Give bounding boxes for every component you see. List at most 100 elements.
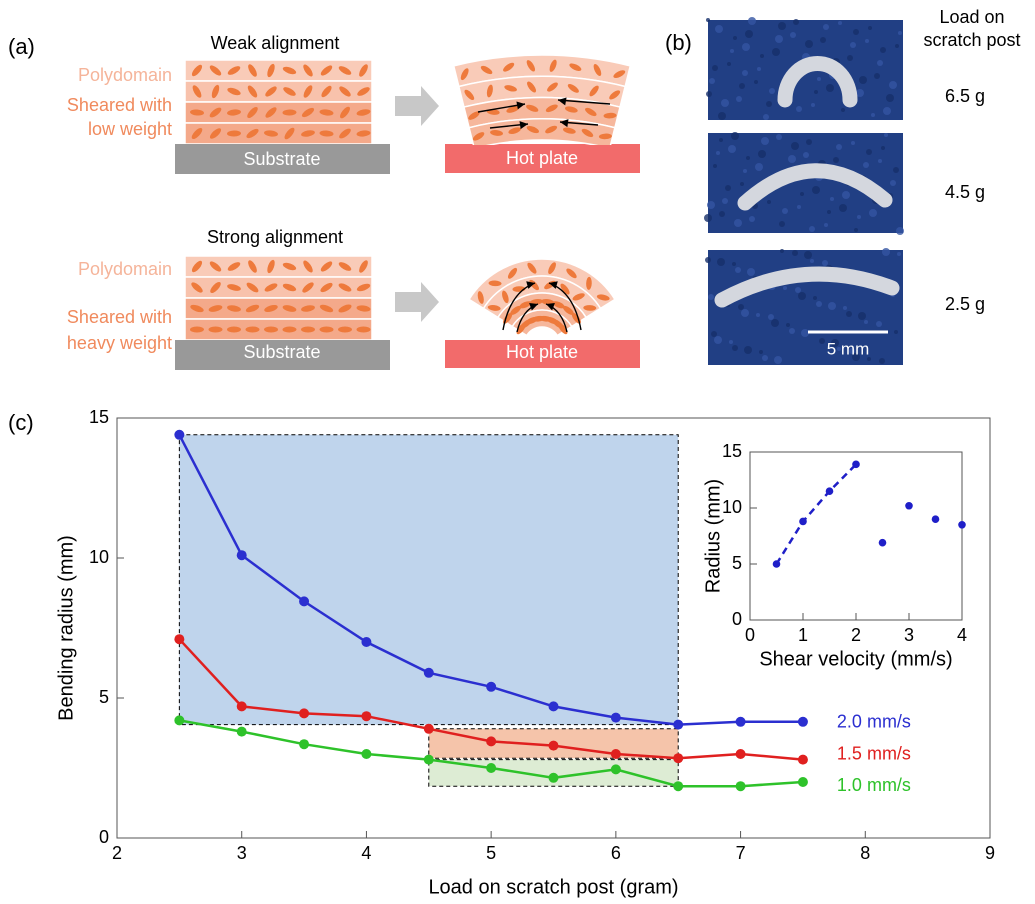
data-point xyxy=(611,764,621,774)
photo-texture xyxy=(882,248,890,256)
photo-texture xyxy=(816,301,822,307)
photo-texture xyxy=(796,106,802,112)
photo-texture xyxy=(863,162,869,168)
x-tick-label: 5 xyxy=(486,843,496,863)
photo-texture xyxy=(741,309,749,317)
diagram-title: Weak alignment xyxy=(211,33,340,53)
photo-header: scratch post xyxy=(923,30,1020,50)
photo-texture xyxy=(749,216,755,222)
photo-texture xyxy=(839,204,847,212)
photo-texture xyxy=(740,182,744,186)
photo-texture xyxy=(733,36,737,40)
photo-texture xyxy=(893,167,899,173)
photo-texture xyxy=(871,113,875,117)
photo-texture xyxy=(757,67,761,71)
y-tick-label: 15 xyxy=(722,441,742,461)
x-axis-label: Load on scratch post (gram) xyxy=(428,876,678,898)
layer-label: Polydomain xyxy=(78,259,172,279)
photo-texture xyxy=(729,340,733,344)
layer-label: Sheared with xyxy=(67,95,172,115)
photo-texture xyxy=(827,210,831,214)
data-point xyxy=(852,461,860,469)
photo-texture xyxy=(760,54,764,58)
photo-texture xyxy=(874,73,880,79)
x-tick-label: 8 xyxy=(860,843,870,863)
photo-texture xyxy=(711,331,717,337)
photo-texture xyxy=(719,138,723,142)
x-tick-label: 2 xyxy=(112,843,122,863)
x-tick-label: 1 xyxy=(798,625,808,645)
data-point xyxy=(486,682,496,692)
layer-label: low weight xyxy=(88,119,172,139)
photo-texture xyxy=(847,55,853,61)
photo-texture xyxy=(853,29,859,35)
background-layer xyxy=(704,17,904,365)
photo-texture xyxy=(714,336,722,344)
photo-texture xyxy=(898,31,902,35)
photo-texture xyxy=(742,70,748,76)
photo-texture xyxy=(762,355,768,361)
y-tick-label: 0 xyxy=(99,827,109,847)
data-point xyxy=(237,550,247,560)
data-point xyxy=(549,741,559,751)
photo-header: Load on xyxy=(939,7,1004,27)
data-point xyxy=(736,749,746,759)
photo-texture xyxy=(734,219,742,227)
panel-label: (b) xyxy=(665,30,692,55)
x-tick-label: 4 xyxy=(361,843,371,863)
photo-texture xyxy=(743,169,747,173)
photo-texture xyxy=(889,81,897,89)
photo-texture xyxy=(712,65,718,71)
data-point xyxy=(486,763,496,773)
data-point xyxy=(486,736,496,746)
photo-texture xyxy=(775,35,783,43)
photo-texture xyxy=(805,40,813,48)
data-point xyxy=(424,668,434,678)
photo-texture xyxy=(806,139,812,145)
photo-texture xyxy=(732,345,738,351)
process-arrow xyxy=(395,282,439,322)
photo-texture xyxy=(706,91,712,97)
photo-texture xyxy=(828,302,836,310)
series-label: 1.0 mm/s xyxy=(837,775,911,795)
photo-texture xyxy=(858,312,866,320)
photo-texture xyxy=(759,350,763,354)
photo-texture xyxy=(838,21,842,25)
photo-texture xyxy=(822,260,828,266)
x-tick-label: 0 xyxy=(745,625,755,645)
photo-texture xyxy=(732,262,736,266)
photo-texture xyxy=(836,144,842,150)
data-point xyxy=(673,720,683,730)
figure: (a) Weak alignment Polydomain Sheared wi… xyxy=(0,0,1035,904)
photo-texture xyxy=(779,221,785,227)
shaded-region xyxy=(179,435,678,725)
data-point xyxy=(611,713,621,723)
photo-texture xyxy=(789,328,795,334)
photo-texture xyxy=(864,320,868,324)
photo-texture xyxy=(768,314,774,320)
photo-texture xyxy=(776,134,782,140)
x-tick-label: 7 xyxy=(736,843,746,863)
load-label: 4.5 g xyxy=(945,182,985,202)
x-tick-label: 4 xyxy=(957,625,967,645)
photo-texture xyxy=(788,155,796,163)
photo-texture xyxy=(798,292,806,300)
photo-texture xyxy=(879,358,885,364)
photo-texture xyxy=(780,249,784,253)
photo-texture xyxy=(709,78,715,84)
x-axis-label: Shear velocity (mm/s) xyxy=(759,648,952,670)
y-tick-label: 10 xyxy=(722,497,742,517)
photo-texture xyxy=(877,60,883,66)
photo-texture xyxy=(884,133,888,137)
photo-texture xyxy=(766,101,772,107)
photo-texture xyxy=(804,251,812,259)
photo-texture xyxy=(735,267,741,273)
photo-texture xyxy=(865,39,869,43)
load-label: 6.5 g xyxy=(945,86,985,106)
photo-texture xyxy=(880,47,886,53)
photo-texture xyxy=(715,25,723,33)
y-tick-label: 5 xyxy=(99,687,109,707)
photo-texture xyxy=(846,311,852,317)
x-tick-label: 2 xyxy=(851,625,861,645)
photo-texture xyxy=(878,159,882,163)
